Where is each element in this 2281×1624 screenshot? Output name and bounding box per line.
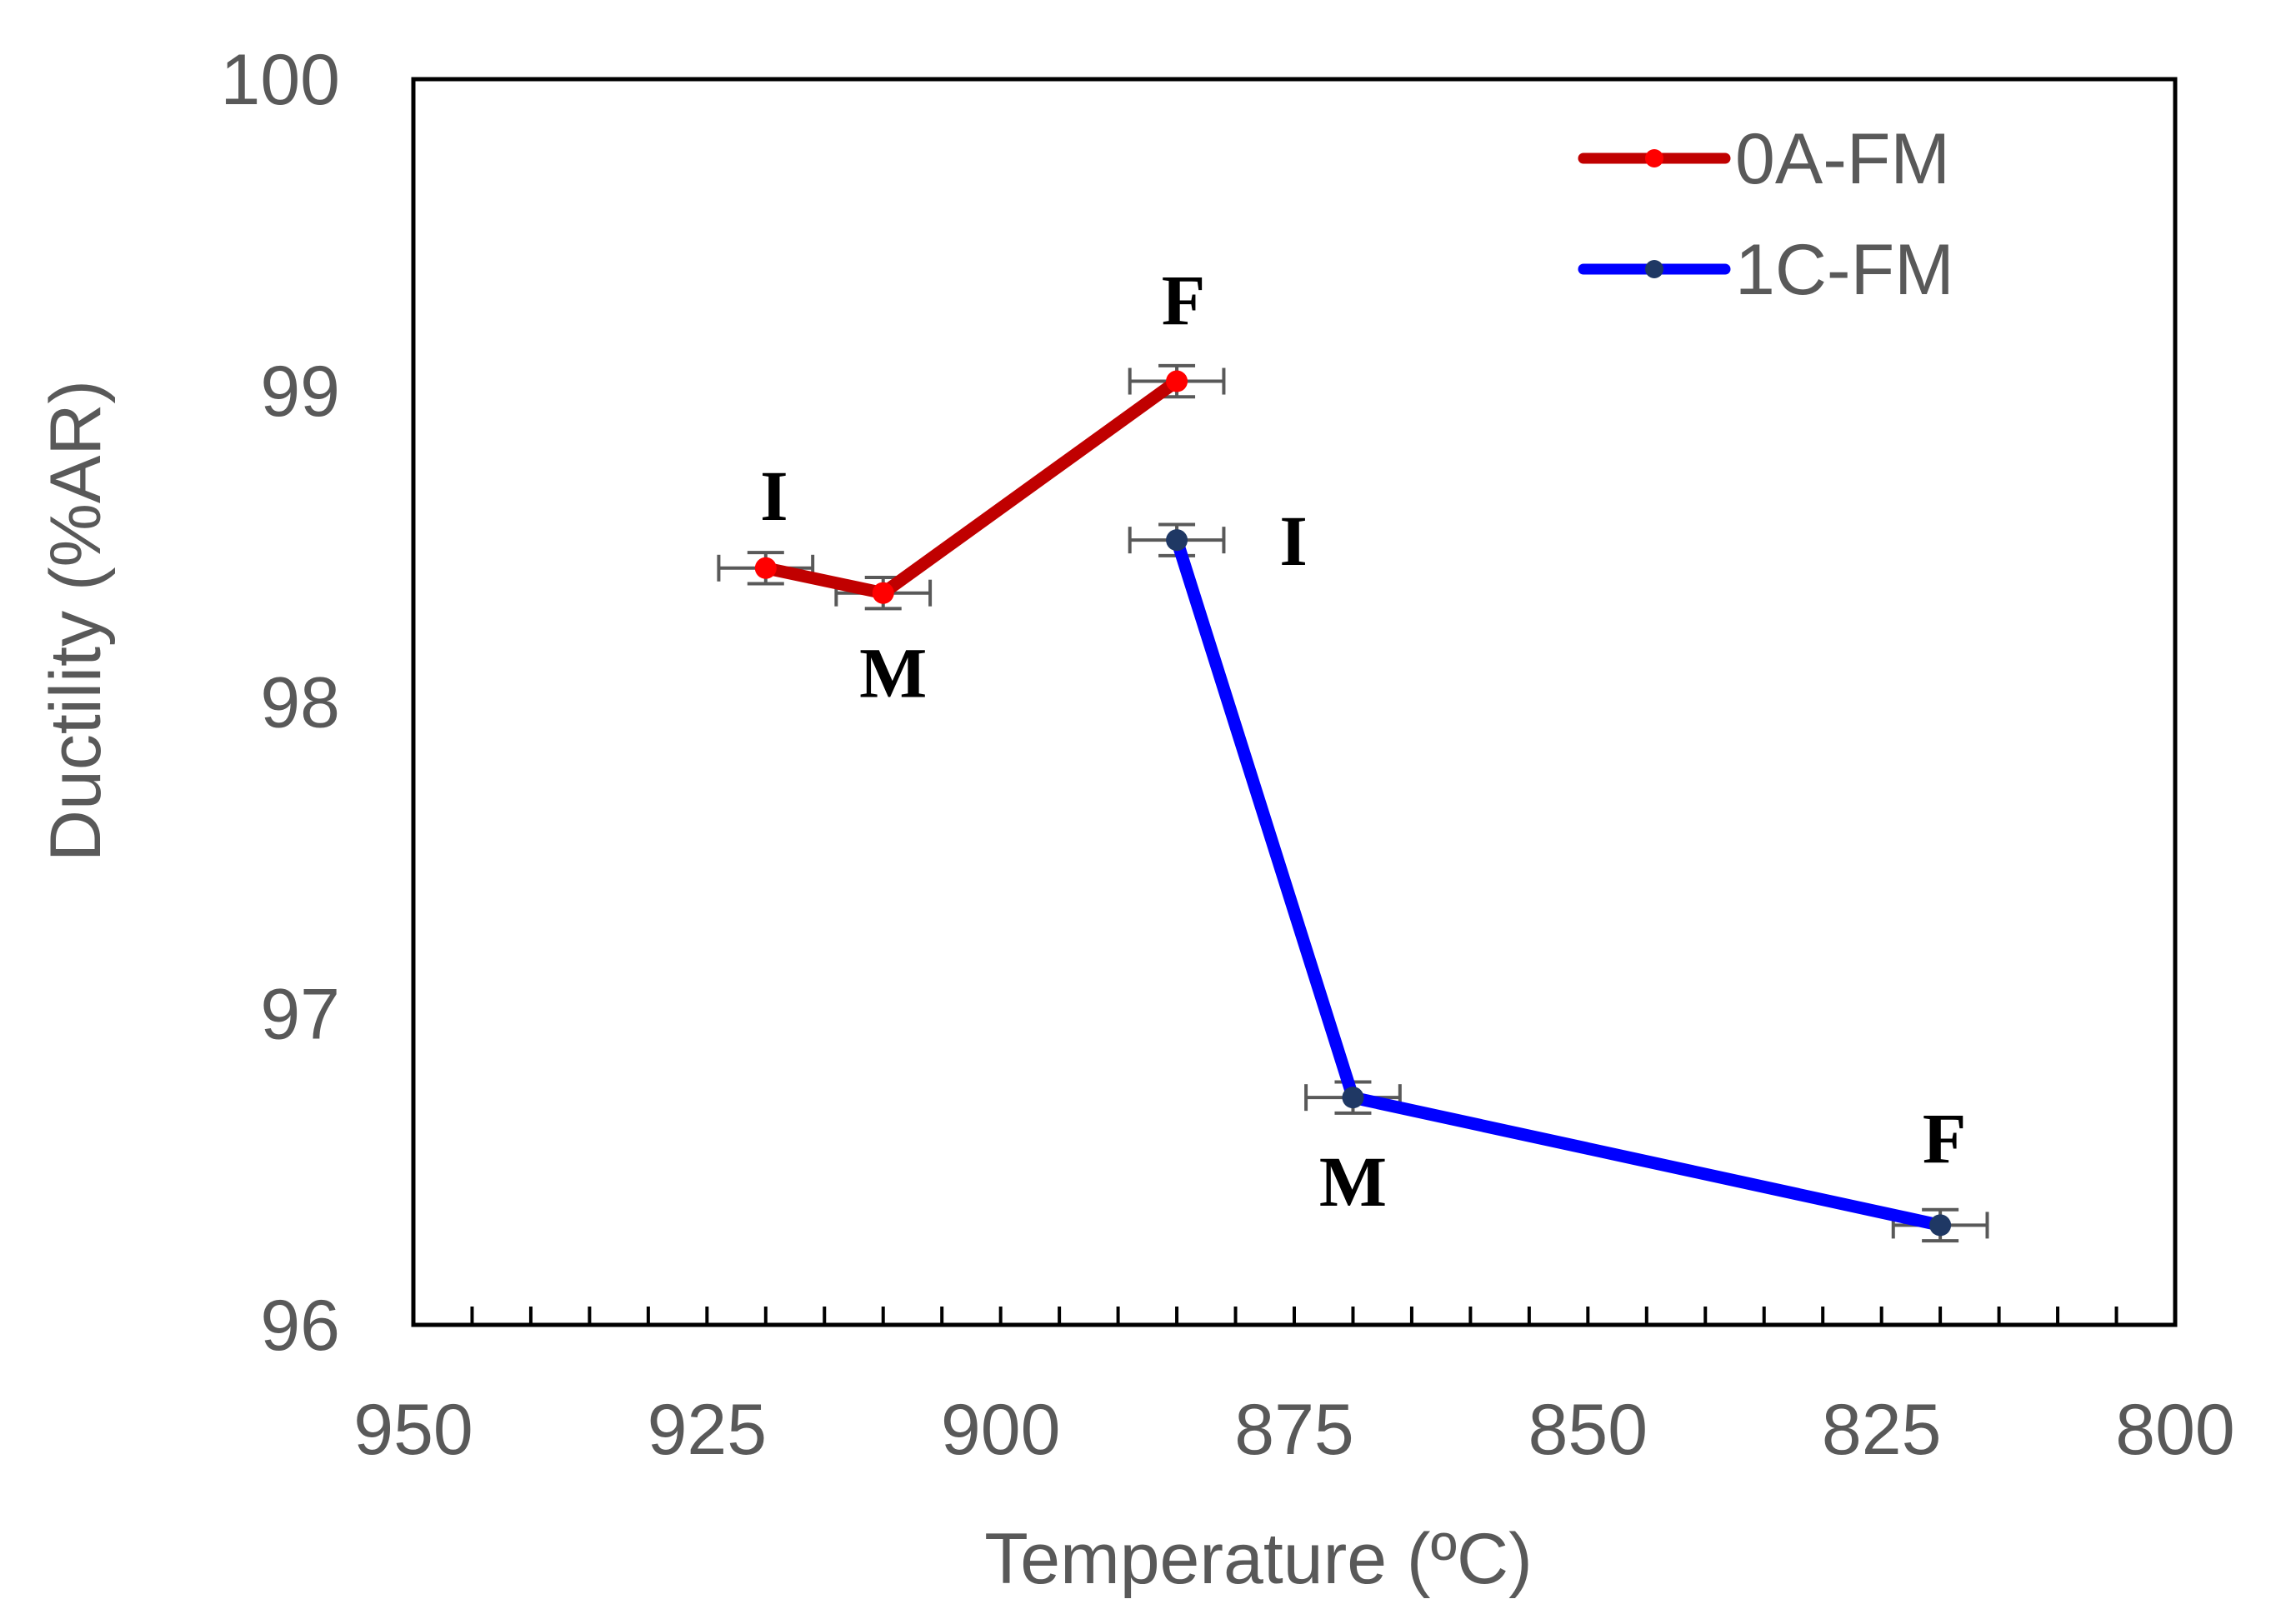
- data-point: [754, 557, 777, 579]
- data-point: [1166, 529, 1188, 552]
- x-tick-label: 825: [1822, 1390, 1942, 1470]
- point-label: M: [1319, 1142, 1387, 1222]
- y-tick-label: 96: [260, 1286, 340, 1366]
- y-tick-label: 98: [260, 663, 340, 743]
- x-minor-ticks: [412, 1307, 2177, 1325]
- x-tick-labels: 950 925 900 875 850 825 800: [353, 1390, 2235, 1470]
- series-line-1c-fm: [1170, 537, 1942, 1232]
- x-tick-label: 950: [353, 1390, 473, 1470]
- point-labels: I M F I M F: [760, 261, 1966, 1222]
- plot-frame: [411, 77, 2178, 1327]
- y-axis-title: Ductility (%AR): [36, 380, 116, 862]
- legend: 0A-FM 1C-FM: [1578, 119, 1954, 310]
- x-tick-label: 925: [648, 1390, 768, 1470]
- error-bars: [717, 363, 1989, 1243]
- x-tick-label: 900: [941, 1390, 1061, 1470]
- y-tick-labels: 96 97 98 99 100: [221, 40, 341, 1366]
- x-tick-label: 850: [1528, 1390, 1648, 1470]
- legend-marker-0a-fm: [1645, 149, 1663, 167]
- data-markers: [754, 370, 1952, 1237]
- y-tick-label: 99: [260, 352, 340, 432]
- point-label: I: [760, 456, 788, 536]
- x-axis-title: Temperature (ºC): [984, 1519, 1532, 1599]
- point-label: F: [1923, 1098, 1967, 1178]
- point-label: I: [1279, 501, 1307, 581]
- legend-entry-0a-fm: 0A-FM: [1578, 119, 1950, 199]
- y-tick-label: 100: [221, 40, 341, 120]
- data-point: [872, 582, 894, 604]
- data-point: [1166, 370, 1188, 392]
- legend-marker-1c-fm: [1645, 260, 1663, 278]
- legend-label-1c-fm: 1C-FM: [1735, 230, 1954, 310]
- y-tick-label: 97: [260, 974, 340, 1054]
- x-tick-label: 875: [1234, 1390, 1354, 1470]
- series-line-0a-fm: [764, 376, 1181, 600]
- data-point: [1929, 1214, 1952, 1237]
- x-tick-label: 800: [2115, 1390, 2235, 1470]
- data-point: [1342, 1087, 1364, 1109]
- point-label: F: [1162, 261, 1206, 341]
- point-label: M: [859, 633, 927, 713]
- legend-label-0a-fm: 0A-FM: [1735, 119, 1950, 199]
- legend-entry-1c-fm: 1C-FM: [1578, 230, 1954, 310]
